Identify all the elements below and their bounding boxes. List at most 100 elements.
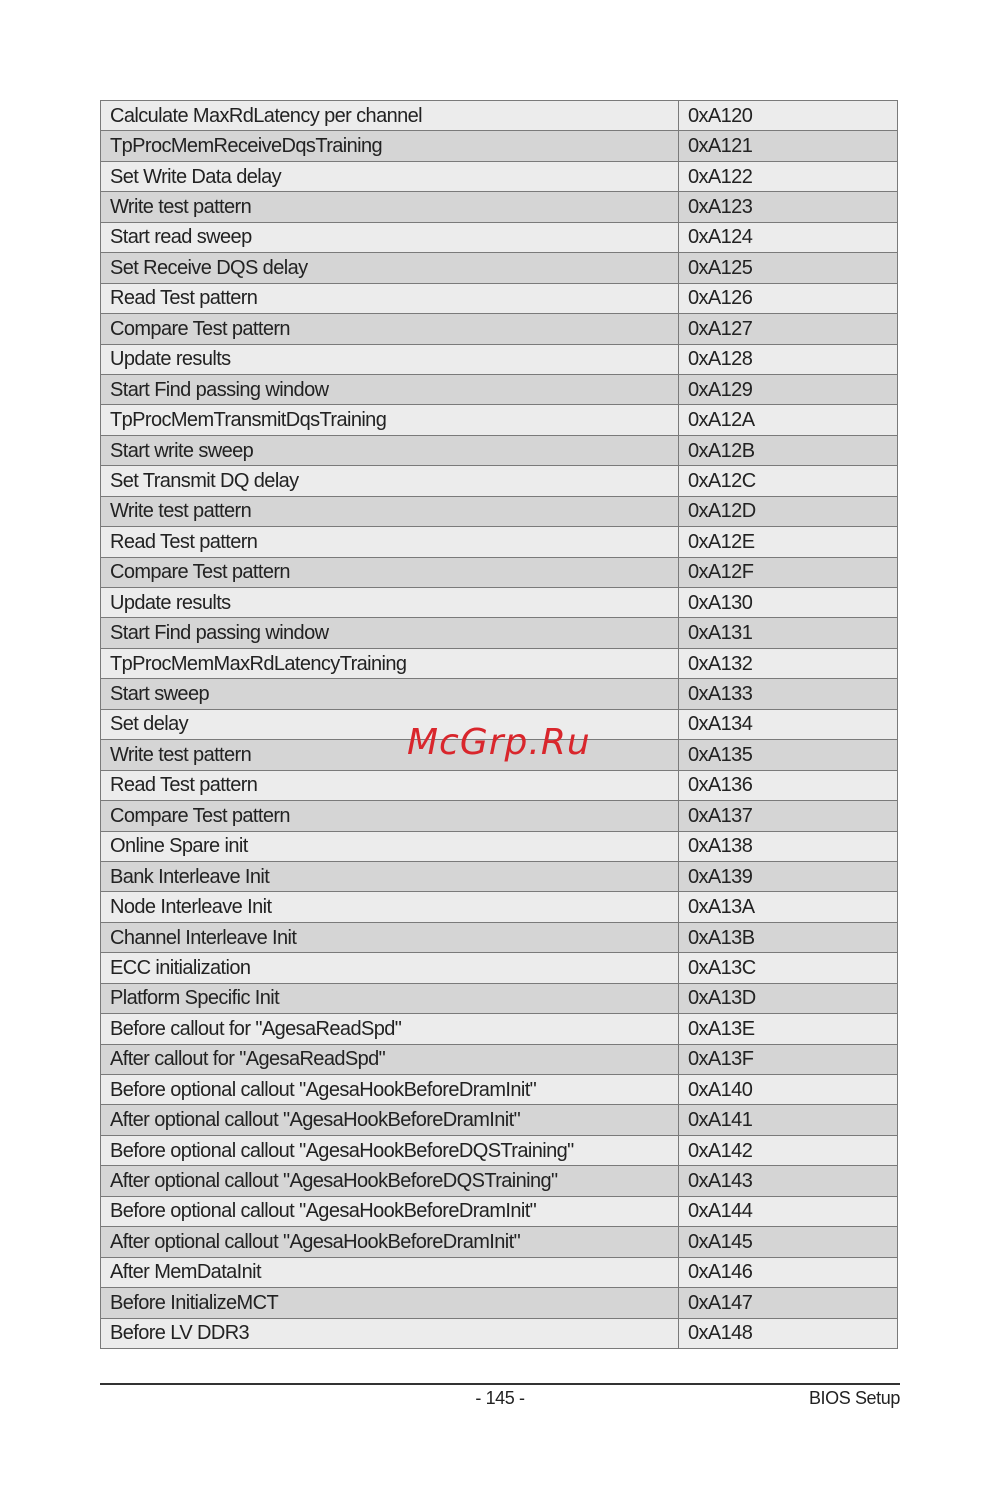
description-cell: Update results bbox=[100, 343, 679, 375]
code-cell: 0xA139 bbox=[678, 860, 898, 893]
code-cell: 0xA121 bbox=[678, 130, 898, 162]
description-cell: Calculate MaxRdLatency per channel bbox=[100, 99, 679, 132]
description-cell: Node Interleave Init bbox=[100, 891, 679, 923]
code-cell: 0xA147 bbox=[678, 1287, 898, 1319]
description-cell: Read Test pattern bbox=[100, 282, 679, 315]
code-cell: 0xA13A bbox=[678, 891, 898, 923]
table-row: Before optional callout "AgesaHookBefore… bbox=[100, 1195, 898, 1228]
code-cell: 0xA120 bbox=[678, 99, 898, 132]
description-cell: Before optional callout "AgesaHookBefore… bbox=[100, 1073, 679, 1106]
description-cell: After optional callout "AgesaHookBeforeD… bbox=[100, 1104, 679, 1136]
code-cell: 0xA148 bbox=[678, 1317, 898, 1349]
table-row: Read Test pattern 0xA136 bbox=[100, 769, 898, 802]
code-cell: 0xA130 bbox=[678, 586, 898, 619]
code-cell: 0xA145 bbox=[678, 1226, 898, 1258]
table-row: Set Write Data delay 0xA122 bbox=[100, 160, 898, 193]
description-cell: Write test pattern bbox=[100, 495, 679, 528]
code-cell: 0xA13B bbox=[678, 921, 898, 954]
description-cell: TpProcMemMaxRdLatencyTraining bbox=[100, 647, 679, 680]
description-cell: Before optional callout "AgesaHookBefore… bbox=[100, 1195, 679, 1228]
table-row: Channel Interleave Init 0xA13B bbox=[100, 921, 898, 954]
table-row: Write test pattern 0xA12D bbox=[100, 495, 898, 528]
code-cell: 0xA13C bbox=[678, 952, 898, 984]
description-cell: Bank Interleave Init bbox=[100, 860, 679, 893]
description-cell: TpProcMemReceiveDqsTraining bbox=[100, 130, 679, 162]
code-cell: 0xA13F bbox=[678, 1043, 898, 1076]
table-row: Start read sweep 0xA124 bbox=[100, 221, 898, 254]
code-cell: 0xA123 bbox=[678, 191, 898, 223]
description-cell: Start read sweep bbox=[100, 221, 679, 254]
code-cell: 0xA12D bbox=[678, 495, 898, 528]
description-cell: Platform Specific Init bbox=[100, 982, 679, 1015]
description-cell: Start Find passing window bbox=[100, 617, 679, 649]
code-cell: 0xA126 bbox=[678, 282, 898, 315]
table-row: Start write sweep 0xA12B bbox=[100, 434, 898, 467]
description-cell: Set Write Data delay bbox=[100, 160, 679, 193]
code-cell: 0xA12E bbox=[678, 526, 898, 558]
table-row: Before optional callout "AgesaHookBefore… bbox=[100, 1134, 898, 1167]
code-cell: 0xA124 bbox=[678, 221, 898, 254]
table-row: Start sweep 0xA133 bbox=[100, 678, 898, 710]
table-row: Set delay 0xA134 bbox=[100, 708, 898, 741]
code-cell: 0xA12F bbox=[678, 556, 898, 589]
table-row: Compare Test pattern 0xA127 bbox=[100, 313, 898, 345]
table-row: Set Receive DQS delay 0xA125 bbox=[100, 252, 898, 284]
description-cell: After MemDataInit bbox=[100, 1256, 679, 1289]
code-cell: 0xA144 bbox=[678, 1195, 898, 1228]
description-cell: Read Test pattern bbox=[100, 526, 679, 558]
code-cell: 0xA141 bbox=[678, 1104, 898, 1136]
description-cell: Before InitializeMCT bbox=[100, 1287, 679, 1319]
code-cell: 0xA136 bbox=[678, 769, 898, 802]
code-cell: 0xA138 bbox=[678, 830, 898, 862]
description-cell: Set delay bbox=[100, 708, 679, 741]
description-cell: Write test pattern bbox=[100, 191, 679, 223]
description-cell: Update results bbox=[100, 586, 679, 619]
description-cell: Compare Test pattern bbox=[100, 800, 679, 832]
table-row: After optional callout "AgesaHookBeforeD… bbox=[100, 1165, 898, 1197]
description-cell: Read Test pattern bbox=[100, 769, 679, 802]
description-cell: Write test pattern bbox=[100, 739, 679, 771]
code-cell: 0xA127 bbox=[678, 313, 898, 345]
description-cell: Compare Test pattern bbox=[100, 556, 679, 589]
description-cell: Before optional callout "AgesaHookBefore… bbox=[100, 1134, 679, 1167]
code-cell: 0xA13E bbox=[678, 1013, 898, 1045]
table-row: Compare Test pattern 0xA12F bbox=[100, 556, 898, 589]
table-row: TpProcMemTransmitDqsTraining 0xA12A bbox=[100, 404, 898, 436]
table-row: Set Transmit DQ delay 0xA12C bbox=[100, 465, 898, 497]
watermark: McGrp.Ru bbox=[407, 722, 591, 763]
table-row: After MemDataInit 0xA146 bbox=[100, 1256, 898, 1289]
section-title: BIOS Setup bbox=[808, 1388, 900, 1408]
description-cell: Start write sweep bbox=[100, 434, 679, 467]
code-cell: 0xA12B bbox=[678, 434, 898, 467]
footer-rule bbox=[100, 1383, 900, 1385]
table-row: Update results 0xA130 bbox=[100, 586, 898, 619]
table-row: After callout for "AgesaReadSpd" 0xA13F bbox=[100, 1043, 898, 1076]
code-cell: 0xA146 bbox=[678, 1256, 898, 1289]
table-row: ECC initialization 0xA13C bbox=[100, 952, 898, 984]
code-cell: 0xA132 bbox=[678, 647, 898, 680]
description-cell: Online Spare init bbox=[100, 830, 679, 862]
table-row: Calculate MaxRdLatency per channel 0xA120 bbox=[100, 99, 898, 132]
table-row: Write test pattern 0xA123 bbox=[100, 191, 898, 223]
description-cell: After optional callout "AgesaHookBeforeD… bbox=[100, 1165, 679, 1197]
table-row: Compare Test pattern 0xA137 bbox=[100, 800, 898, 832]
post-code-table: Calculate MaxRdLatency per channel 0xA120… bbox=[100, 99, 898, 1349]
description-cell: After callout for "AgesaReadSpd" bbox=[100, 1043, 679, 1076]
table-row: Online Spare init 0xA138 bbox=[100, 830, 898, 862]
description-cell: ECC initialization bbox=[100, 952, 679, 984]
description-cell: Compare Test pattern bbox=[100, 313, 679, 345]
code-cell: 0xA129 bbox=[678, 373, 898, 406]
description-cell: After optional callout "AgesaHookBeforeD… bbox=[100, 1226, 679, 1258]
table-row: TpProcMemMaxRdLatencyTraining 0xA132 bbox=[100, 647, 898, 680]
code-cell: 0xA143 bbox=[678, 1165, 898, 1197]
table-row: Bank Interleave Init 0xA139 bbox=[100, 860, 898, 893]
table-row: Before optional callout "AgesaHookBefore… bbox=[100, 1073, 898, 1106]
code-cell: 0xA137 bbox=[678, 800, 898, 832]
table-row: After optional callout "AgesaHookBeforeD… bbox=[100, 1104, 898, 1136]
description-cell: TpProcMemTransmitDqsTraining bbox=[100, 404, 679, 436]
code-cell: 0xA125 bbox=[678, 252, 898, 284]
table-row: Before LV DDR3 0xA148 bbox=[100, 1317, 898, 1349]
code-cell: 0xA135 bbox=[678, 739, 898, 771]
table-row: Before callout for "AgesaReadSpd" 0xA13E bbox=[100, 1013, 898, 1045]
code-cell: 0xA122 bbox=[678, 160, 898, 193]
